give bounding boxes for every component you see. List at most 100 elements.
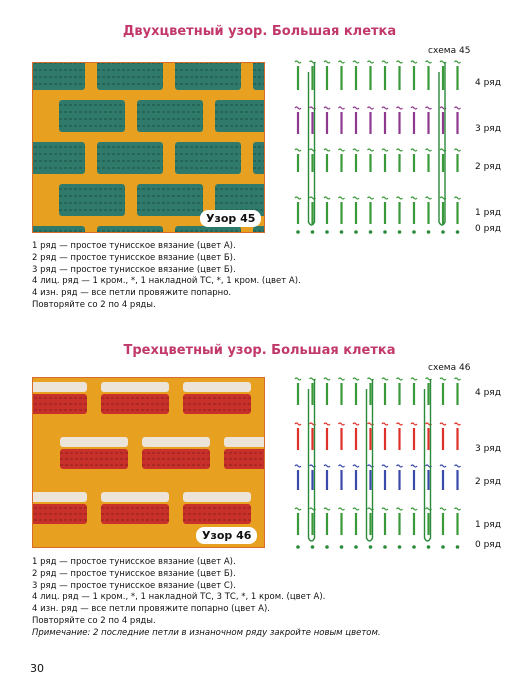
knit-white-band bbox=[101, 382, 169, 392]
stitch-tilde bbox=[294, 196, 302, 200]
stitch-tilde bbox=[425, 60, 432, 64]
chain-dot bbox=[368, 230, 373, 234]
stitch-tilde bbox=[454, 422, 461, 426]
stitch-tilde bbox=[381, 464, 389, 468]
knit-red-block bbox=[101, 504, 169, 524]
pattern-46-photo bbox=[32, 377, 265, 548]
stitch-tilde bbox=[352, 464, 360, 468]
stitch-tilde bbox=[294, 148, 302, 152]
instruction-line: 4 лиц. ряд — 1 кром., *, 1 накладной ТС,… bbox=[32, 592, 326, 603]
schema-45-label: схема 45 bbox=[428, 46, 471, 56]
stitch-tilde bbox=[439, 422, 447, 426]
stitch-tilde bbox=[338, 507, 345, 511]
stitch-tilde bbox=[396, 377, 403, 381]
stitch-tilde bbox=[396, 507, 403, 511]
chain-dot bbox=[441, 230, 445, 234]
stitch-tilde bbox=[367, 196, 374, 200]
chain-dot bbox=[455, 230, 460, 234]
stitch-tilde bbox=[425, 106, 432, 110]
stitch-tilde bbox=[323, 422, 331, 426]
schema-45-row3-label: 3 ряд bbox=[475, 124, 501, 134]
instruction-line: 4 изн. ряд — все петли провяжите попарно… bbox=[32, 288, 232, 299]
knit-white-band bbox=[33, 382, 87, 392]
knit-block bbox=[97, 142, 163, 174]
stitch-tilde bbox=[454, 106, 461, 110]
stitch-tilde bbox=[381, 148, 389, 152]
knit-photo-46 bbox=[33, 378, 264, 547]
stitch-tilde bbox=[352, 377, 360, 381]
chain-dot bbox=[339, 545, 344, 549]
stitch-tilde bbox=[410, 377, 418, 381]
stitch-tilde bbox=[323, 148, 331, 152]
stitch-tilde bbox=[410, 148, 418, 152]
stitch-tilde bbox=[396, 196, 403, 200]
stitch-tilde bbox=[338, 106, 345, 110]
knit-white-band bbox=[224, 437, 264, 447]
stitch-tilde bbox=[352, 60, 360, 64]
stitch-tilde bbox=[396, 464, 403, 468]
stitch-tilde bbox=[338, 464, 345, 468]
schema-46-row2-label: 2 ряд bbox=[475, 477, 501, 487]
knit-white-band bbox=[60, 437, 128, 447]
knit-block bbox=[59, 100, 125, 132]
stitch-tilde bbox=[410, 507, 418, 511]
pattern-45-instructions: 1 ряд — простое тунисское вязание (цвет … bbox=[32, 241, 301, 312]
instruction-line: 3 ряд — простое тунисское вязание (цвет … bbox=[32, 264, 236, 275]
instruction-line: 4 лиц. ряд — 1 кром., *, 1 накладной ТС,… bbox=[32, 276, 301, 287]
stitch-tilde bbox=[338, 377, 345, 381]
chain-dot bbox=[339, 230, 344, 234]
stitch-tilde bbox=[381, 106, 389, 110]
stitch-tilde bbox=[323, 507, 331, 511]
instruction-note: Примечание: 2 последние петли в изнаночн… bbox=[32, 628, 381, 640]
knit-block bbox=[137, 100, 203, 132]
long-stitch-loop bbox=[438, 62, 446, 226]
stitch-tilde bbox=[396, 106, 403, 110]
stitch-tilde bbox=[454, 196, 461, 200]
stitch-tilde bbox=[294, 422, 302, 426]
stitch-tilde bbox=[338, 196, 345, 200]
knit-red-block bbox=[142, 449, 210, 469]
stitch-tilde bbox=[294, 464, 302, 468]
instruction-line: Повторяйте со 2 по 4 ряды. bbox=[32, 299, 156, 310]
knit-block bbox=[215, 100, 264, 132]
stitch-tilde bbox=[396, 422, 403, 426]
stitch-tilde bbox=[338, 148, 345, 152]
chain-dot bbox=[368, 545, 373, 549]
stitch-tilde bbox=[454, 60, 461, 64]
pattern-46-badge: Узор 46 bbox=[196, 527, 258, 544]
stitch-tilde bbox=[381, 507, 389, 511]
chain-dot bbox=[412, 230, 416, 234]
stitch-tilde bbox=[352, 148, 360, 152]
chain-dot bbox=[426, 230, 431, 234]
stitch-tilde bbox=[323, 60, 331, 64]
knit-white-band bbox=[101, 492, 169, 502]
stitch-tilde bbox=[425, 196, 432, 200]
stitch-tilde bbox=[352, 196, 360, 200]
long-stitch-loop bbox=[307, 379, 316, 542]
instruction-line: 3 ряд — простое тунисское вязание (цвет … bbox=[32, 580, 236, 591]
chain-dot bbox=[426, 545, 431, 549]
chain-dot bbox=[354, 545, 358, 549]
pattern-46-instructions: 1 ряд — простое тунисское вязание (цвет … bbox=[32, 557, 381, 640]
long-stitch-loop bbox=[423, 379, 432, 542]
stitch-tilde bbox=[410, 60, 418, 64]
stitch-tilde bbox=[425, 148, 432, 152]
instruction-line: 4 изн. ряд — все петли провяжите попарно… bbox=[32, 604, 270, 615]
schema-45-row4-label: 4 ряд bbox=[475, 78, 501, 88]
stitch-tilde bbox=[323, 196, 331, 200]
chain-dot bbox=[397, 545, 402, 549]
stitch-tilde bbox=[381, 196, 389, 200]
knit-red-block bbox=[60, 449, 128, 469]
knit-white-band bbox=[183, 492, 251, 502]
stitch-tilde bbox=[454, 148, 461, 152]
schema-46-row4-label: 4 ряд bbox=[475, 388, 501, 398]
knit-red-block bbox=[183, 504, 251, 524]
instruction-line: Повторяйте со 2 по 4 ряды. bbox=[32, 615, 156, 626]
chain-dot bbox=[397, 230, 402, 234]
stitch-tilde bbox=[294, 106, 302, 110]
stitch-tilde bbox=[352, 507, 360, 511]
stitch-tilde bbox=[410, 106, 418, 110]
instruction-line: 2 ряд — простое тунисское вязание (цвет … bbox=[32, 568, 236, 579]
stitch-tilde bbox=[352, 106, 360, 110]
knit-white-band bbox=[142, 437, 210, 447]
